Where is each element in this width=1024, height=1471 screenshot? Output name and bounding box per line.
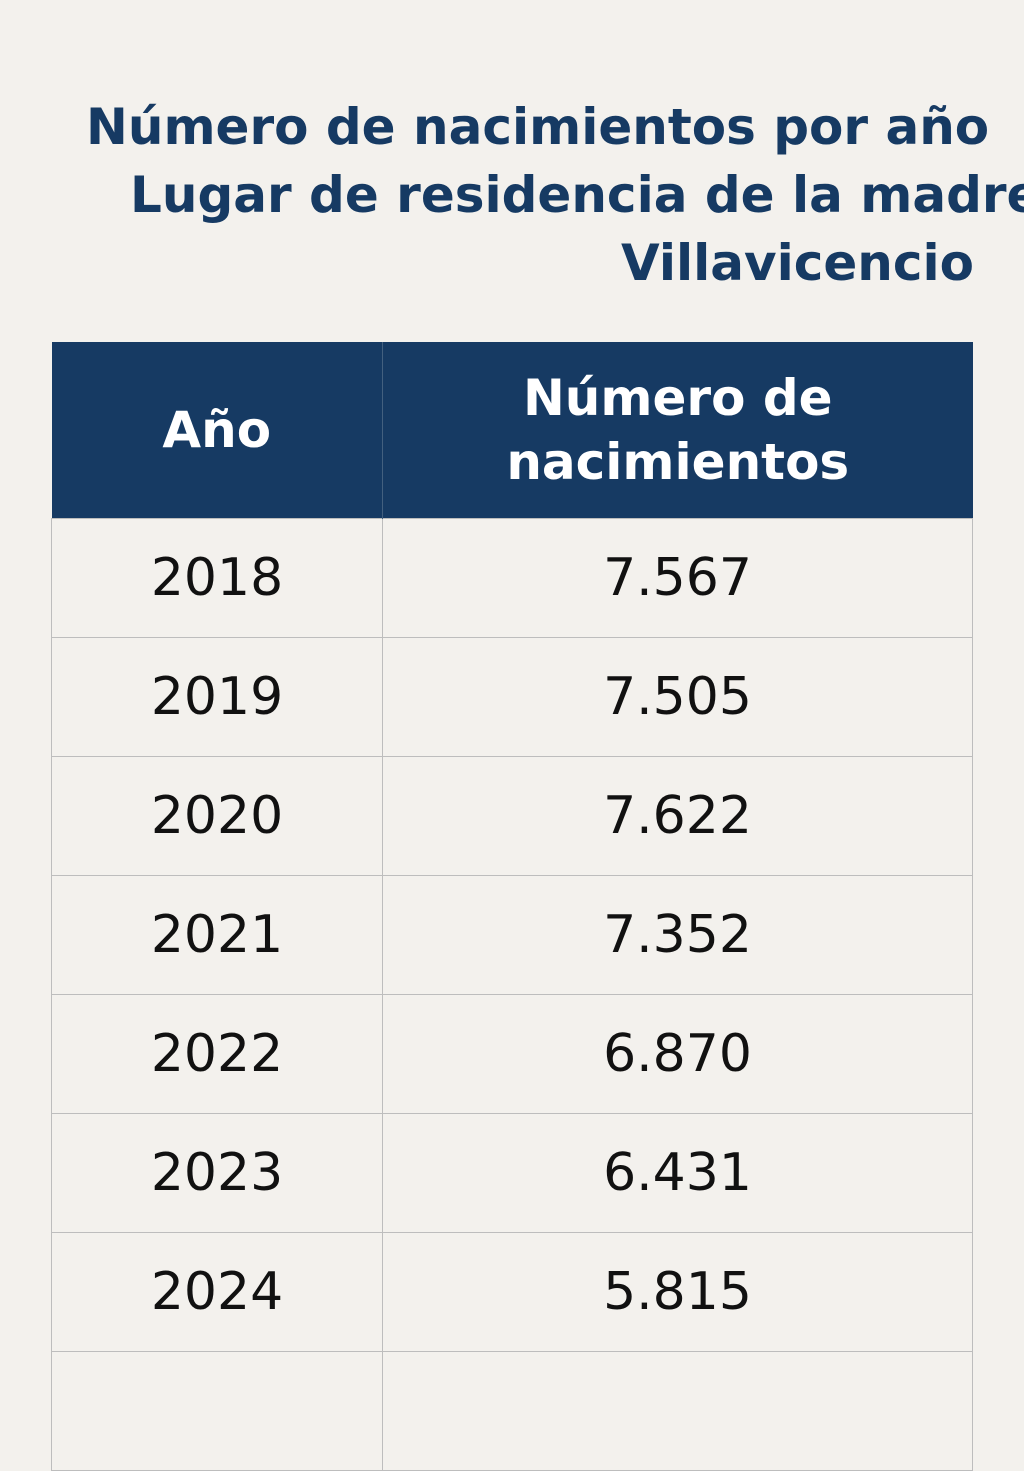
year-cell: 2021	[51, 875, 383, 995]
year-cell	[51, 1351, 383, 1471]
births-table-container: Año Número de nacimientos 2018 7.567 201…	[51, 342, 973, 1471]
births-cell: 7.352	[382, 875, 973, 995]
births-cell	[382, 1351, 973, 1471]
births-table: Año Número de nacimientos 2018 7.567 201…	[51, 342, 973, 1471]
table-row: 2022 6.870	[51, 994, 973, 1114]
births-cell: 5.815	[382, 1232, 973, 1352]
births-cell: 7.505	[382, 637, 973, 757]
year-cell: 2023	[51, 1113, 383, 1233]
table-row: 2019 7.505	[51, 637, 973, 757]
table-header-row: Año Número de nacimientos	[51, 342, 973, 519]
table-row: 2024 5.815	[51, 1232, 973, 1352]
table-row: 2021 7.352	[51, 875, 973, 995]
births-cell: 6.870	[382, 994, 973, 1114]
table-row: 2023 6.431	[51, 1113, 973, 1233]
year-cell: 2019	[51, 637, 383, 757]
header-year: Año	[51, 342, 383, 519]
title-line-2: Lugar de residencia de la madre:	[130, 166, 1024, 224]
births-cell: 7.567	[382, 518, 973, 638]
table-row: 2018 7.567	[51, 518, 973, 638]
title-line-3: Villavicencio	[621, 234, 974, 292]
table-row	[51, 1351, 973, 1471]
year-cell: 2024	[51, 1232, 383, 1352]
title-line-1: Número de nacimientos por año	[86, 98, 990, 156]
table-row: 2020 7.622	[51, 756, 973, 876]
births-cell: 6.431	[382, 1113, 973, 1233]
births-cell: 7.622	[382, 756, 973, 876]
year-cell: 2018	[51, 518, 383, 638]
year-cell: 2020	[51, 756, 383, 876]
year-cell: 2022	[51, 994, 383, 1114]
header-births: Número de nacimientos	[382, 342, 973, 519]
